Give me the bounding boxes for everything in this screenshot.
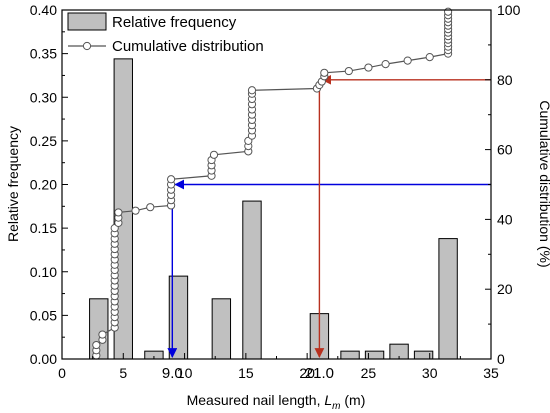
x-tick-label: 35 xyxy=(483,365,499,381)
cumulative-point xyxy=(209,150,219,159)
x-tick-label: 0 xyxy=(58,365,66,381)
legend-bar-label: Relative frequency xyxy=(112,14,237,31)
y-left-tick-label: 0.15 xyxy=(30,220,57,236)
legend: Relative frequency Cumulative distributi… xyxy=(67,12,264,55)
x-tick-label: 30 xyxy=(422,365,438,381)
annotation-label: 21.0 xyxy=(305,365,334,382)
cumulative-point xyxy=(425,53,434,62)
cumulative-point xyxy=(403,56,412,65)
x-tick-label: 15 xyxy=(238,365,254,381)
y-right-tick-label: 40 xyxy=(497,211,513,227)
y-right-tick-label: 100 xyxy=(497,2,521,18)
y-left-tick-label: 0.35 xyxy=(30,46,57,62)
legend-bar-swatch xyxy=(67,12,107,31)
bar xyxy=(438,238,458,360)
cumulative-point xyxy=(364,63,373,72)
cumulative-point xyxy=(320,68,329,77)
y-right-tick-label: 80 xyxy=(497,72,513,88)
bar xyxy=(211,298,232,360)
bar xyxy=(340,350,360,360)
y-left-axis-ticks: 0.00 0.05 0.10 0.15 0.20 0.25 0.30 0.35 0.40 xyxy=(30,2,68,367)
x-axis-label: Measured nail length, Lm (m) xyxy=(187,392,366,412)
annotation-lines xyxy=(167,74,491,358)
y-left-tick-label: 0.05 xyxy=(30,307,57,323)
annotation-label: 9.0 xyxy=(162,365,183,382)
y-left-tick-label: 0.10 xyxy=(30,264,57,280)
cumulative-point xyxy=(92,340,101,350)
y-left-tick-label: 0.25 xyxy=(30,133,57,149)
y-right-tick-label: 0 xyxy=(497,351,505,367)
cumulative-point xyxy=(98,330,107,339)
cumulative-point xyxy=(146,203,155,212)
bar xyxy=(242,200,262,360)
y-left-tick-label: 0.20 xyxy=(30,177,57,193)
y-left-tick-label: 0.30 xyxy=(30,89,57,105)
cumulative-point xyxy=(166,175,176,184)
cumulative-point xyxy=(131,206,140,215)
y-right-tick-label: 60 xyxy=(497,142,513,158)
x-tick-label: 10 xyxy=(177,365,193,381)
y-left-axis-label: Relative frequency xyxy=(5,126,21,242)
x-tick-label: 5 xyxy=(119,365,127,381)
cumulative-point xyxy=(381,59,390,69)
y-right-axis-label: Cumulative distribution (%) xyxy=(537,100,550,267)
legend-line-label: Cumulative distribution xyxy=(112,38,264,55)
y-left-tick-label: 0.40 xyxy=(30,2,57,18)
x-tick-label: 20 xyxy=(299,365,315,381)
legend-line-marker xyxy=(82,41,92,51)
cumulative-point xyxy=(247,86,257,95)
cumulative-polyline xyxy=(95,11,449,356)
cumulative-point xyxy=(114,208,123,217)
annotation-labels: 9.0 21.0 xyxy=(162,365,334,382)
y-left-tick-label: 0.00 xyxy=(30,351,57,367)
x-axis-ticks: 0 5 10 15 20 25 30 35 xyxy=(58,353,499,381)
cumulative-point xyxy=(444,7,453,16)
cumulative-point xyxy=(344,66,353,76)
cumulative-line xyxy=(92,7,453,360)
y-right-axis-ticks: 0 20 40 60 80 100 xyxy=(485,2,521,367)
y-right-tick-label: 20 xyxy=(497,281,513,297)
x-tick-label: 25 xyxy=(361,365,377,381)
